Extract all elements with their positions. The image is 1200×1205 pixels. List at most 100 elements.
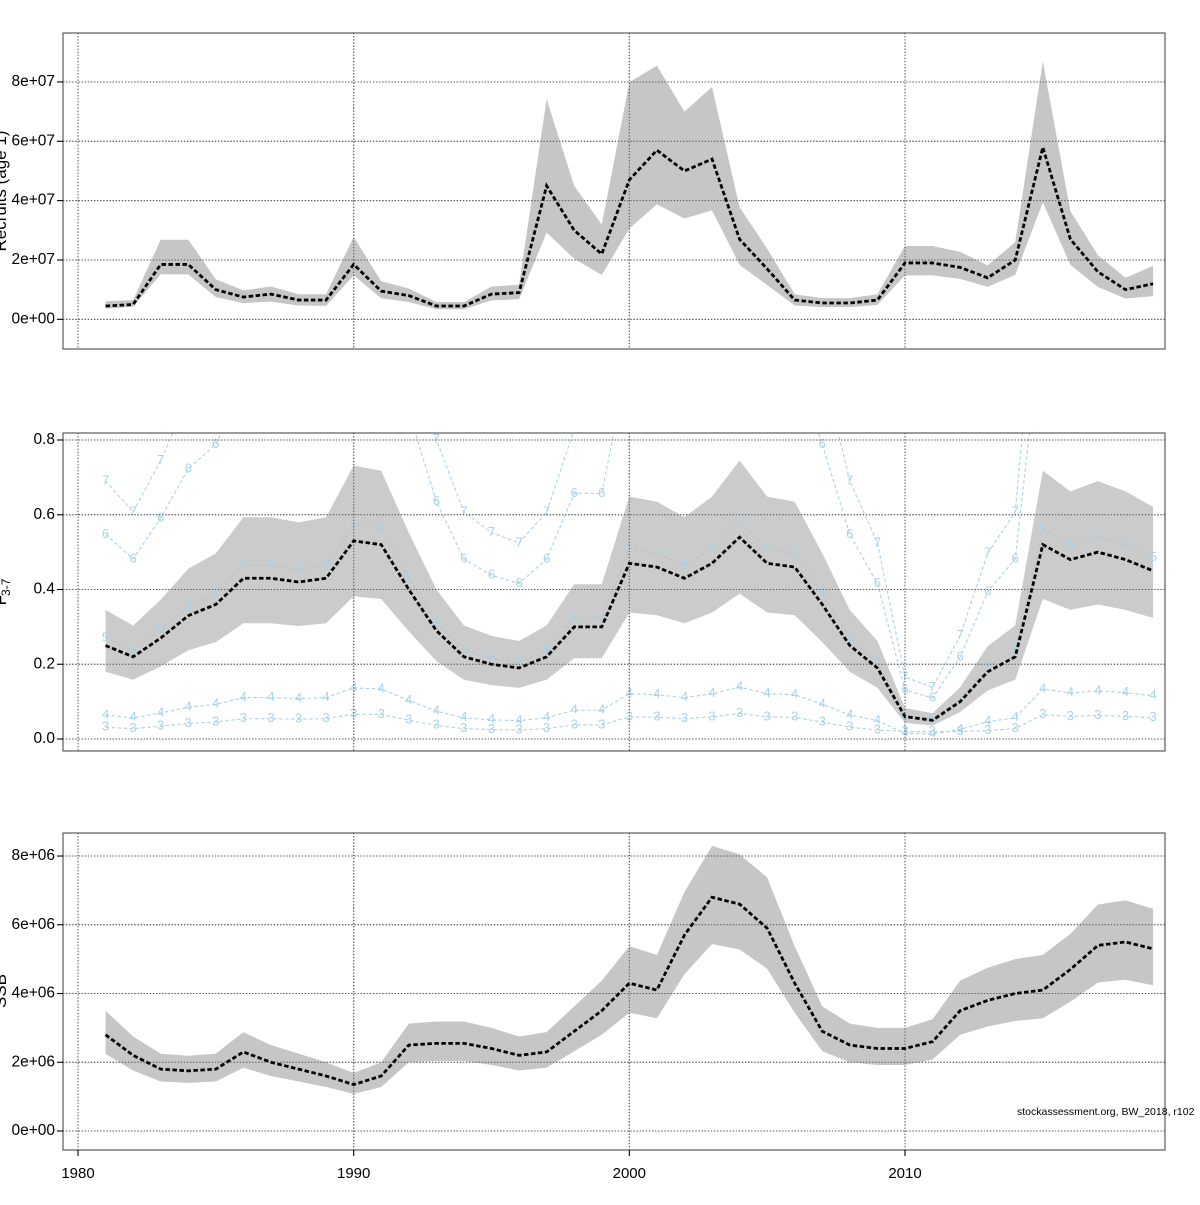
svg-text:6e+07: 6e+07 [11, 132, 55, 149]
svg-text:4: 4 [1122, 684, 1129, 699]
svg-text:5: 5 [240, 557, 247, 572]
svg-text:3: 3 [185, 715, 192, 730]
svg-text:3: 3 [433, 717, 440, 732]
svg-text:4: 4 [212, 696, 219, 711]
svg-text:4: 4 [791, 686, 798, 701]
svg-text:7: 7 [874, 534, 881, 549]
svg-text:4: 4 [929, 726, 936, 741]
svg-text:7: 7 [1012, 503, 1019, 518]
svg-text:4: 4 [488, 711, 495, 726]
svg-text:4: 4 [322, 689, 329, 704]
svg-text:6: 6 [846, 526, 853, 541]
svg-text:4: 4 [708, 685, 715, 700]
svg-text:3: 3 [1067, 708, 1074, 723]
svg-text:5: 5 [488, 650, 495, 665]
svg-text:3: 3 [708, 708, 715, 723]
svg-text:4e+06: 4e+06 [11, 985, 55, 1002]
svg-text:8e+06: 8e+06 [11, 847, 55, 864]
svg-text:4: 4 [267, 689, 274, 704]
svg-text:6: 6 [874, 575, 881, 590]
svg-text:6: 6 [543, 550, 550, 565]
svg-text:4: 4 [1149, 687, 1156, 702]
svg-text:1980: 1980 [61, 1165, 94, 1182]
svg-text:5: 5 [846, 630, 853, 645]
svg-text:6: 6 [460, 550, 467, 565]
svg-text:4: 4 [378, 680, 385, 695]
svg-text:0e+00: 0e+00 [11, 310, 55, 327]
svg-text:4: 4 [763, 685, 770, 700]
svg-text:4: 4 [460, 709, 467, 724]
svg-text:0.2: 0.2 [33, 655, 55, 672]
svg-text:6: 6 [984, 583, 991, 598]
svg-text:6: 6 [129, 550, 136, 565]
svg-text:4: 4 [598, 702, 605, 717]
svg-text:4: 4 [681, 689, 688, 704]
svg-text:4: 4 [185, 699, 192, 714]
svg-text:4: 4 [653, 686, 660, 701]
svg-text:0.6: 0.6 [33, 506, 55, 523]
svg-text:4: 4 [240, 689, 247, 704]
svg-text:5: 5 [1149, 549, 1156, 564]
svg-text:5: 5 [378, 521, 385, 536]
svg-text:7: 7 [515, 534, 522, 549]
svg-text:6: 6 [433, 493, 440, 508]
svg-text:1990: 1990 [337, 1165, 370, 1182]
svg-text:7: 7 [129, 503, 136, 518]
svg-text:4: 4 [1067, 684, 1074, 699]
svg-text:5: 5 [460, 642, 467, 657]
svg-text:3: 3 [322, 710, 329, 725]
svg-text:3: 3 [571, 716, 578, 731]
svg-text:6: 6 [157, 509, 164, 524]
svg-text:3: 3 [736, 705, 743, 720]
svg-text:7: 7 [102, 472, 109, 487]
svg-text:2010: 2010 [888, 1165, 921, 1182]
svg-text:7: 7 [488, 524, 495, 539]
svg-text:6: 6 [571, 485, 578, 500]
svg-text:6: 6 [819, 436, 826, 451]
svg-text:6: 6 [598, 485, 605, 500]
svg-text:5: 5 [185, 597, 192, 612]
svg-text:5: 5 [819, 585, 826, 600]
svg-text:7: 7 [956, 627, 963, 642]
svg-text:8e+07: 8e+07 [11, 73, 55, 90]
svg-text:6: 6 [956, 649, 963, 664]
svg-text:4: 4 [515, 712, 522, 727]
svg-text:3: 3 [157, 718, 164, 733]
svg-text:3: 3 [653, 709, 660, 724]
svg-text:4: 4 [1094, 682, 1101, 697]
svg-text:6: 6 [212, 436, 219, 451]
svg-text:0.4: 0.4 [33, 581, 55, 598]
svg-text:4: 4 [819, 696, 826, 711]
svg-text:6: 6 [515, 575, 522, 590]
svg-text:0.0: 0.0 [33, 730, 55, 747]
svg-text:5: 5 [681, 557, 688, 572]
svg-text:0.8: 0.8 [33, 431, 55, 448]
svg-text:5: 5 [1039, 521, 1046, 536]
svg-text:5: 5 [708, 541, 715, 556]
svg-text:4: 4 [157, 704, 164, 719]
svg-text:4: 4 [1039, 680, 1046, 695]
svg-text:4: 4 [736, 678, 743, 693]
svg-text:3: 3 [681, 710, 688, 725]
svg-text:4: 4 [984, 713, 991, 728]
svg-text:2e+07: 2e+07 [11, 251, 55, 268]
svg-text:7: 7 [460, 503, 467, 518]
svg-text:6: 6 [102, 526, 109, 541]
svg-text:5: 5 [157, 621, 164, 636]
svg-text:4: 4 [571, 702, 578, 717]
svg-text:3: 3 [763, 708, 770, 723]
svg-text:3: 3 [240, 710, 247, 725]
svg-text:3: 3 [791, 709, 798, 724]
svg-text:7: 7 [157, 452, 164, 467]
svg-text:5: 5 [1122, 537, 1129, 552]
svg-text:stockassessment.org, BW_2018,: stockassessment.org, BW_2018, r102 [1017, 1106, 1195, 1118]
svg-text:4: 4 [102, 706, 109, 721]
svg-text:5: 5 [1094, 529, 1101, 544]
svg-text:3: 3 [378, 706, 385, 721]
svg-text:5: 5 [405, 569, 412, 584]
svg-text:5: 5 [267, 557, 274, 572]
svg-text:5: 5 [295, 561, 302, 576]
svg-text:5: 5 [212, 585, 219, 600]
svg-text:4: 4 [1012, 709, 1019, 724]
svg-text:4: 4 [405, 692, 412, 707]
